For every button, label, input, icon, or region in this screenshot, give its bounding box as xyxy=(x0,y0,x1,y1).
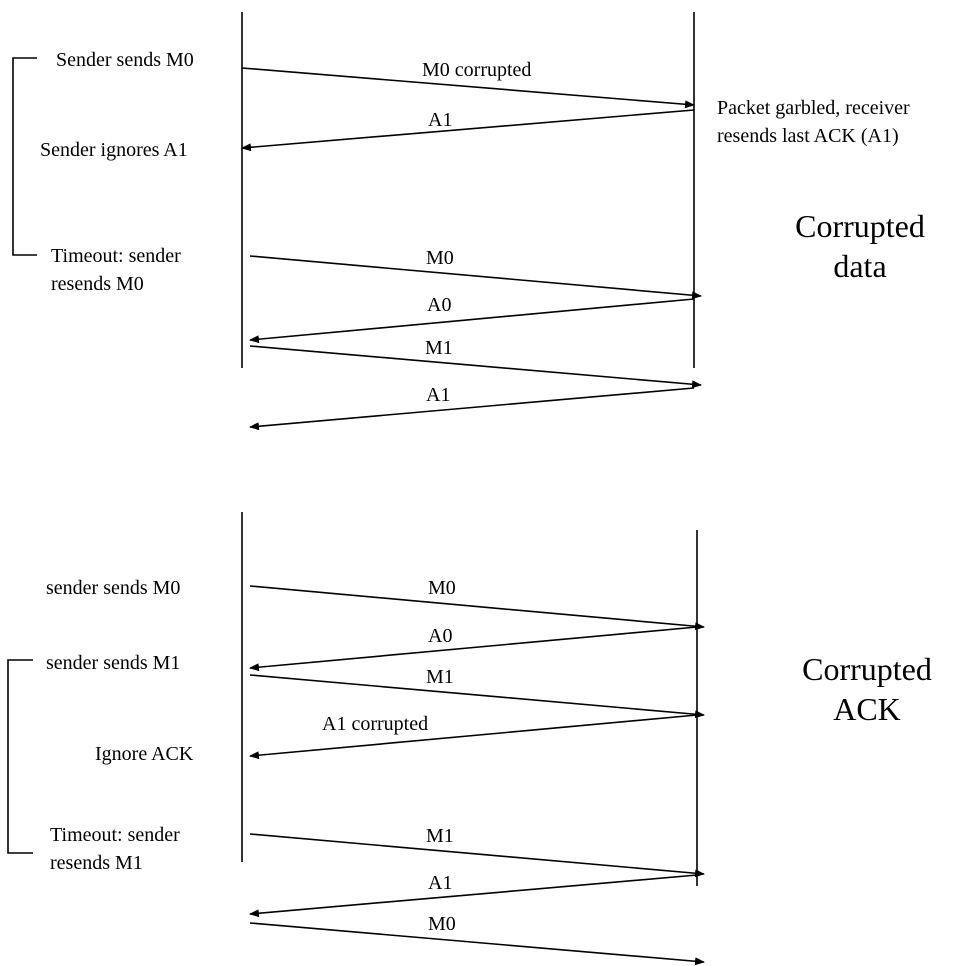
bottom-note-timeout-line2: resends M1 xyxy=(50,852,143,874)
top-receiver-note-line1: Packet garbled, receiver xyxy=(717,97,910,119)
bottom-msg-m0: M0 xyxy=(428,577,456,599)
top-side-label-line2: data xyxy=(833,248,886,284)
top-note-timeout-line1: Timeout: sender xyxy=(51,245,181,267)
top-side-label-line1: Corrupted xyxy=(795,208,925,244)
bottom-arrow-m1 xyxy=(249,674,705,719)
bottom-side-label-line2: ACK xyxy=(833,691,901,727)
bottom-note-timeout-line1: Timeout: sender xyxy=(50,824,180,846)
bottom-arrow-a1 xyxy=(249,874,698,918)
top-note-sender-sends-m0: Sender sends M0 xyxy=(56,49,194,71)
bottom-note-sender-sends-m1: sender sends M1 xyxy=(46,652,180,674)
top-msg-a1: A1 xyxy=(428,109,452,131)
top-msg-a1-final: A1 xyxy=(426,384,450,406)
bottom-arrow-a0 xyxy=(249,626,698,672)
bottom-msg-a0: A0 xyxy=(428,625,452,647)
bottom-arrow-m0-final xyxy=(249,922,705,966)
bottom-msg-a1-corrupted: A1 corrupted xyxy=(322,713,428,735)
top-arrow-a1 xyxy=(241,109,695,152)
bottom-note-ignore-ack: Ignore ACK xyxy=(95,743,194,765)
bottom-note-sender-sends-m0: sender sends M0 xyxy=(46,577,180,599)
top-arrow-m1 xyxy=(249,345,702,389)
bottom-msg-m1-resend: M1 xyxy=(426,825,454,847)
top-msg-m1: M1 xyxy=(425,337,453,359)
bottom-msg-m0-final: M0 xyxy=(428,913,456,935)
top-arrow-m0-corrupted xyxy=(241,67,695,109)
bottom-arrow-m1-resend xyxy=(249,833,705,878)
bottom-timeout-bracket xyxy=(7,659,33,854)
bottom-msg-m1: M1 xyxy=(426,666,454,688)
top-arrow-a1-final xyxy=(249,387,695,431)
bottom-msg-a1: A1 xyxy=(428,872,452,894)
top-note-sender-ignores-a1: Sender ignores A1 xyxy=(40,139,188,161)
top-note-timeout-line2: resends M0 xyxy=(51,273,144,295)
top-timeout-bracket xyxy=(12,57,37,256)
top-arrow-a0 xyxy=(249,298,695,344)
bottom-arrow-m0 xyxy=(249,585,705,631)
bottom-arrow-a1-corrupted xyxy=(249,714,698,760)
top-msg-m0-corrupted: M0 corrupted xyxy=(422,59,531,81)
top-msg-a0: A0 xyxy=(427,294,451,316)
bottom-side-label-line1: Corrupted xyxy=(802,651,932,687)
top-receiver-note-line2: resends last ACK (A1) xyxy=(717,125,899,147)
top-msg-m0: M0 xyxy=(426,247,454,269)
top-arrow-m0-resend xyxy=(249,255,702,300)
